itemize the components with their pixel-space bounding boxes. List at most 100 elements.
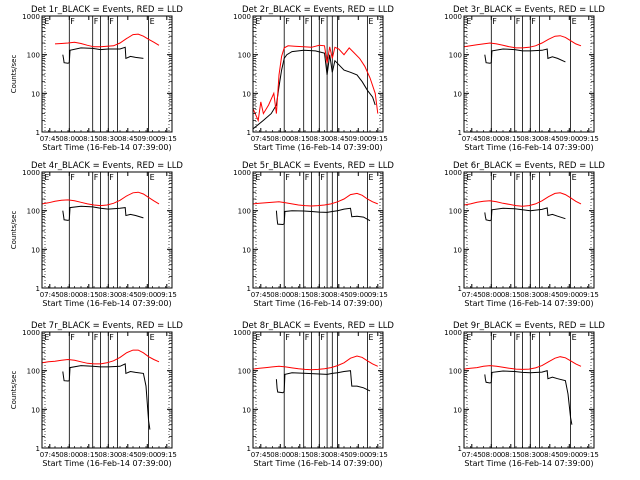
y-tick-label: 1 bbox=[36, 129, 40, 137]
panel-det-2r: Det 2r_BLACK = Events, RED = LLD E F F F E 1 10… bbox=[233, 5, 394, 152]
x-tick-label: 08:15 bbox=[290, 291, 310, 299]
x-tick-label: 09:00 bbox=[137, 451, 157, 459]
panel-det-9r: Det 9r_BLACK = Events, RED = LLD E F F F E 1 10… bbox=[444, 321, 605, 468]
flag-label: F bbox=[70, 173, 75, 182]
x-tick-label: 08:30 bbox=[309, 135, 329, 143]
x-tick-label: 07:45 bbox=[462, 451, 482, 459]
x-tick-label: 07:45 bbox=[40, 135, 60, 143]
y-tick-label: 100 bbox=[449, 208, 462, 216]
x-tick-label: 08:00 bbox=[59, 291, 79, 299]
x-tick-label: 08:00 bbox=[481, 135, 501, 143]
panel-det-6r: Det 6r_BLACK = Events, RED = LLD E F F F E 1 10… bbox=[444, 161, 605, 308]
x-tick-label: 09:00 bbox=[348, 451, 368, 459]
x-tick-label: 09:15 bbox=[579, 451, 599, 459]
x-tick-label: 07:45 bbox=[251, 135, 271, 143]
x-tick-label: 08:00 bbox=[270, 135, 290, 143]
flag-label: F bbox=[109, 333, 114, 342]
flag-label: E bbox=[255, 173, 260, 182]
x-axis-label: Start Time (16-Feb-14 07:39:00) bbox=[464, 299, 593, 308]
x-tick-label: 08:30 bbox=[98, 135, 118, 143]
flag-label: E bbox=[255, 17, 260, 26]
x-tick-label: 08:15 bbox=[79, 451, 99, 459]
x-tick-label: 08:30 bbox=[520, 135, 540, 143]
flag-label: E bbox=[466, 173, 471, 182]
series-line-events bbox=[62, 363, 151, 430]
flag-label: F bbox=[320, 333, 325, 342]
panel-det-8r: Det 8r_BLACK = Events, RED = LLD E F F F E 1 10… bbox=[233, 321, 394, 468]
x-tick-label: 08:45 bbox=[540, 291, 560, 299]
x-tick-label: 08:45 bbox=[329, 291, 349, 299]
series-line-lld bbox=[252, 44, 379, 123]
x-tick-label: 09:15 bbox=[368, 291, 388, 299]
y-tick-label: 100 bbox=[449, 52, 462, 60]
x-tick-label: 09:15 bbox=[579, 291, 599, 299]
x-tick-label: 09:00 bbox=[137, 135, 157, 143]
y-tick-label: 10 bbox=[242, 406, 251, 414]
flag-label: F bbox=[285, 333, 290, 342]
y-tick-label: 1000 bbox=[233, 169, 251, 177]
x-tick-label: 07:45 bbox=[40, 451, 60, 459]
y-tick-label: 10 bbox=[31, 246, 40, 254]
x-tick-label: 08:45 bbox=[540, 135, 560, 143]
x-axis-label: Start Time (16-Feb-14 07:39:00) bbox=[253, 143, 382, 152]
y-tick-label: 1000 bbox=[22, 13, 40, 21]
y-tick-label: 1000 bbox=[233, 329, 251, 337]
series-line-lld bbox=[463, 35, 582, 49]
panel-title: Det 6r_BLACK = Events, RED = LLD bbox=[453, 161, 605, 171]
x-tick-label: 08:45 bbox=[329, 135, 349, 143]
y-tick-label: 10 bbox=[242, 90, 251, 98]
flag-label: E bbox=[368, 173, 373, 182]
panel-det-1r: Det 1r_BLACK = Events, RED = LLD E F F F E 1 10… bbox=[10, 5, 183, 152]
y-tick-label: 10 bbox=[242, 246, 251, 254]
y-tick-label: 1 bbox=[458, 445, 462, 453]
flag-label: F bbox=[492, 333, 497, 342]
series-line-events bbox=[62, 205, 144, 221]
panel-title: Det 4r_BLACK = Events, RED = LLD bbox=[31, 161, 183, 171]
flag-label: E bbox=[572, 173, 577, 182]
y-tick-label: 100 bbox=[238, 208, 251, 216]
flag-label: E bbox=[150, 173, 155, 182]
flag-label: E bbox=[44, 17, 49, 26]
flag-label: E bbox=[466, 17, 471, 26]
y-tick-label: 1000 bbox=[22, 169, 40, 177]
y-tick-label: 100 bbox=[238, 368, 251, 376]
y-tick-label: 100 bbox=[449, 368, 462, 376]
series-line-events bbox=[484, 370, 573, 425]
x-tick-label: 08:45 bbox=[118, 451, 138, 459]
y-axis-label: Counts/sec bbox=[10, 371, 18, 410]
series-line-lld bbox=[41, 191, 160, 207]
panel-title: Det 5r_BLACK = Events, RED = LLD bbox=[242, 161, 394, 171]
x-tick-label: 08:00 bbox=[270, 451, 290, 459]
flag-label: F bbox=[320, 173, 325, 182]
y-tick-label: 1 bbox=[36, 445, 40, 453]
y-tick-label: 1 bbox=[458, 129, 462, 137]
x-tick-label: 08:15 bbox=[501, 291, 521, 299]
x-tick-label: 08:30 bbox=[520, 291, 540, 299]
flag-label: F bbox=[492, 173, 497, 182]
panel-title: Det 1r_BLACK = Events, RED = LLD bbox=[31, 5, 183, 15]
panel-title: Det 7r_BLACK = Events, RED = LLD bbox=[31, 321, 183, 331]
x-axis-label: Start Time (16-Feb-14 07:39:00) bbox=[42, 459, 171, 468]
y-tick-label: 10 bbox=[31, 90, 40, 98]
panel-det-5r: Det 5r_BLACK = Events, RED = LLD E F F F E 1 10… bbox=[233, 161, 394, 308]
panel-title: Det 2r_BLACK = Events, RED = LLD bbox=[242, 5, 394, 15]
flag-label: E bbox=[572, 333, 577, 342]
x-tick-label: 08:45 bbox=[540, 451, 560, 459]
x-tick-label: 08:30 bbox=[309, 291, 329, 299]
series-line-lld bbox=[54, 33, 160, 48]
x-axis-label: Start Time (16-Feb-14 07:39:00) bbox=[464, 143, 593, 152]
x-tick-label: 07:45 bbox=[40, 291, 60, 299]
x-tick-label: 08:15 bbox=[79, 291, 99, 299]
y-tick-label: 1 bbox=[247, 285, 251, 293]
flag-label: E bbox=[368, 17, 373, 26]
flag-label: F bbox=[70, 17, 75, 26]
y-tick-label: 10 bbox=[453, 406, 462, 414]
flag-label: F bbox=[94, 173, 99, 182]
x-tick-label: 08:00 bbox=[481, 291, 501, 299]
x-tick-label: 08:45 bbox=[118, 135, 138, 143]
x-axis-label: Start Time (16-Feb-14 07:39:00) bbox=[42, 299, 171, 308]
x-tick-label: 09:00 bbox=[559, 291, 579, 299]
x-axis-label: Start Time (16-Feb-14 07:39:00) bbox=[253, 459, 382, 468]
x-tick-label: 08:15 bbox=[290, 451, 310, 459]
y-tick-label: 1000 bbox=[444, 13, 462, 21]
